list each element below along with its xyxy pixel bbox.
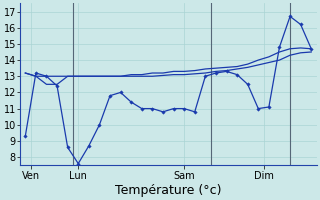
X-axis label: Température (°c): Température (°c) bbox=[115, 184, 221, 197]
